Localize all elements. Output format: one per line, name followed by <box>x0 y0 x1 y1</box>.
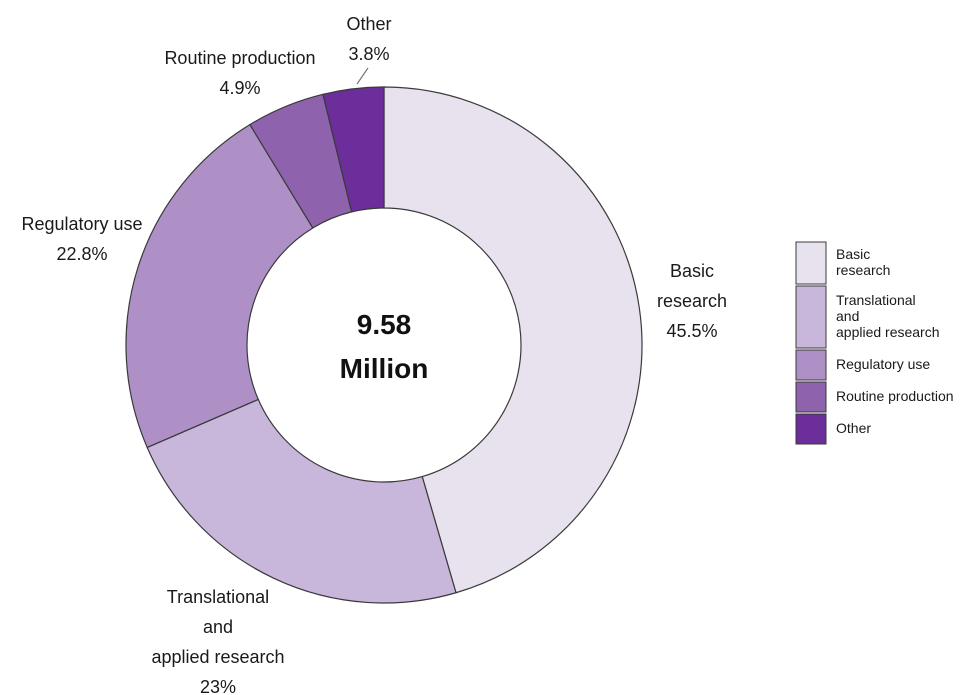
label-routine-production: Routine production 4.9% <box>164 48 315 98</box>
slice-labels: Basic research 45.5% Translational and applie… <box>21 14 727 695</box>
slice-basic-research <box>383 86 643 594</box>
legend-label-regulatory-use: Regulatory use <box>836 356 930 372</box>
legend-swatch-basic-research <box>795 241 827 285</box>
donut-slices <box>125 86 643 604</box>
slice-other <box>322 86 385 213</box>
label-translational-and-applied-research: Translational and applied research 23% <box>151 587 284 695</box>
center-value: 9.58 <box>357 309 412 340</box>
legend-item-other: Other <box>795 413 871 445</box>
legend-item-regulatory-use: Regulatory use <box>795 349 930 381</box>
legend-item-translational-and-applied-research: Translational and applied research <box>795 285 940 349</box>
legend-label-translational-and-applied-research: Translational and applied research <box>836 292 940 340</box>
legend-label-routine-production: Routine production <box>836 388 954 404</box>
legend-item-basic-research: Basic research <box>795 241 890 285</box>
legend-swatch-routine-production <box>795 381 827 413</box>
legend-swatch-other <box>795 413 827 445</box>
legend-label-other: Other <box>836 420 871 436</box>
label-basic-research: Basic research 45.5% <box>657 261 727 341</box>
legend-item-routine-production: Routine production <box>795 381 954 413</box>
slice-translational-and-applied-research <box>146 398 457 604</box>
slice-regulatory-use <box>125 123 314 449</box>
legend: Basic research Translational and applied res… <box>795 241 954 445</box>
label-regulatory-use: Regulatory use 22.8% <box>21 214 142 264</box>
label-other: Other 3.8% <box>346 14 391 64</box>
leader-line-other <box>356 67 369 85</box>
legend-swatch-translational-and-applied-research <box>795 285 827 349</box>
legend-swatch-regulatory-use <box>795 349 827 381</box>
leader-lines <box>356 67 369 85</box>
center-unit: Million <box>340 353 429 384</box>
legend-label-basic-research: Basic research <box>836 246 890 278</box>
